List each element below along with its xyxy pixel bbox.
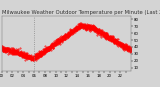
- Text: Milwaukee Weather Outdoor Temperature per Minute (Last 24 Hours): Milwaukee Weather Outdoor Temperature pe…: [2, 10, 160, 15]
